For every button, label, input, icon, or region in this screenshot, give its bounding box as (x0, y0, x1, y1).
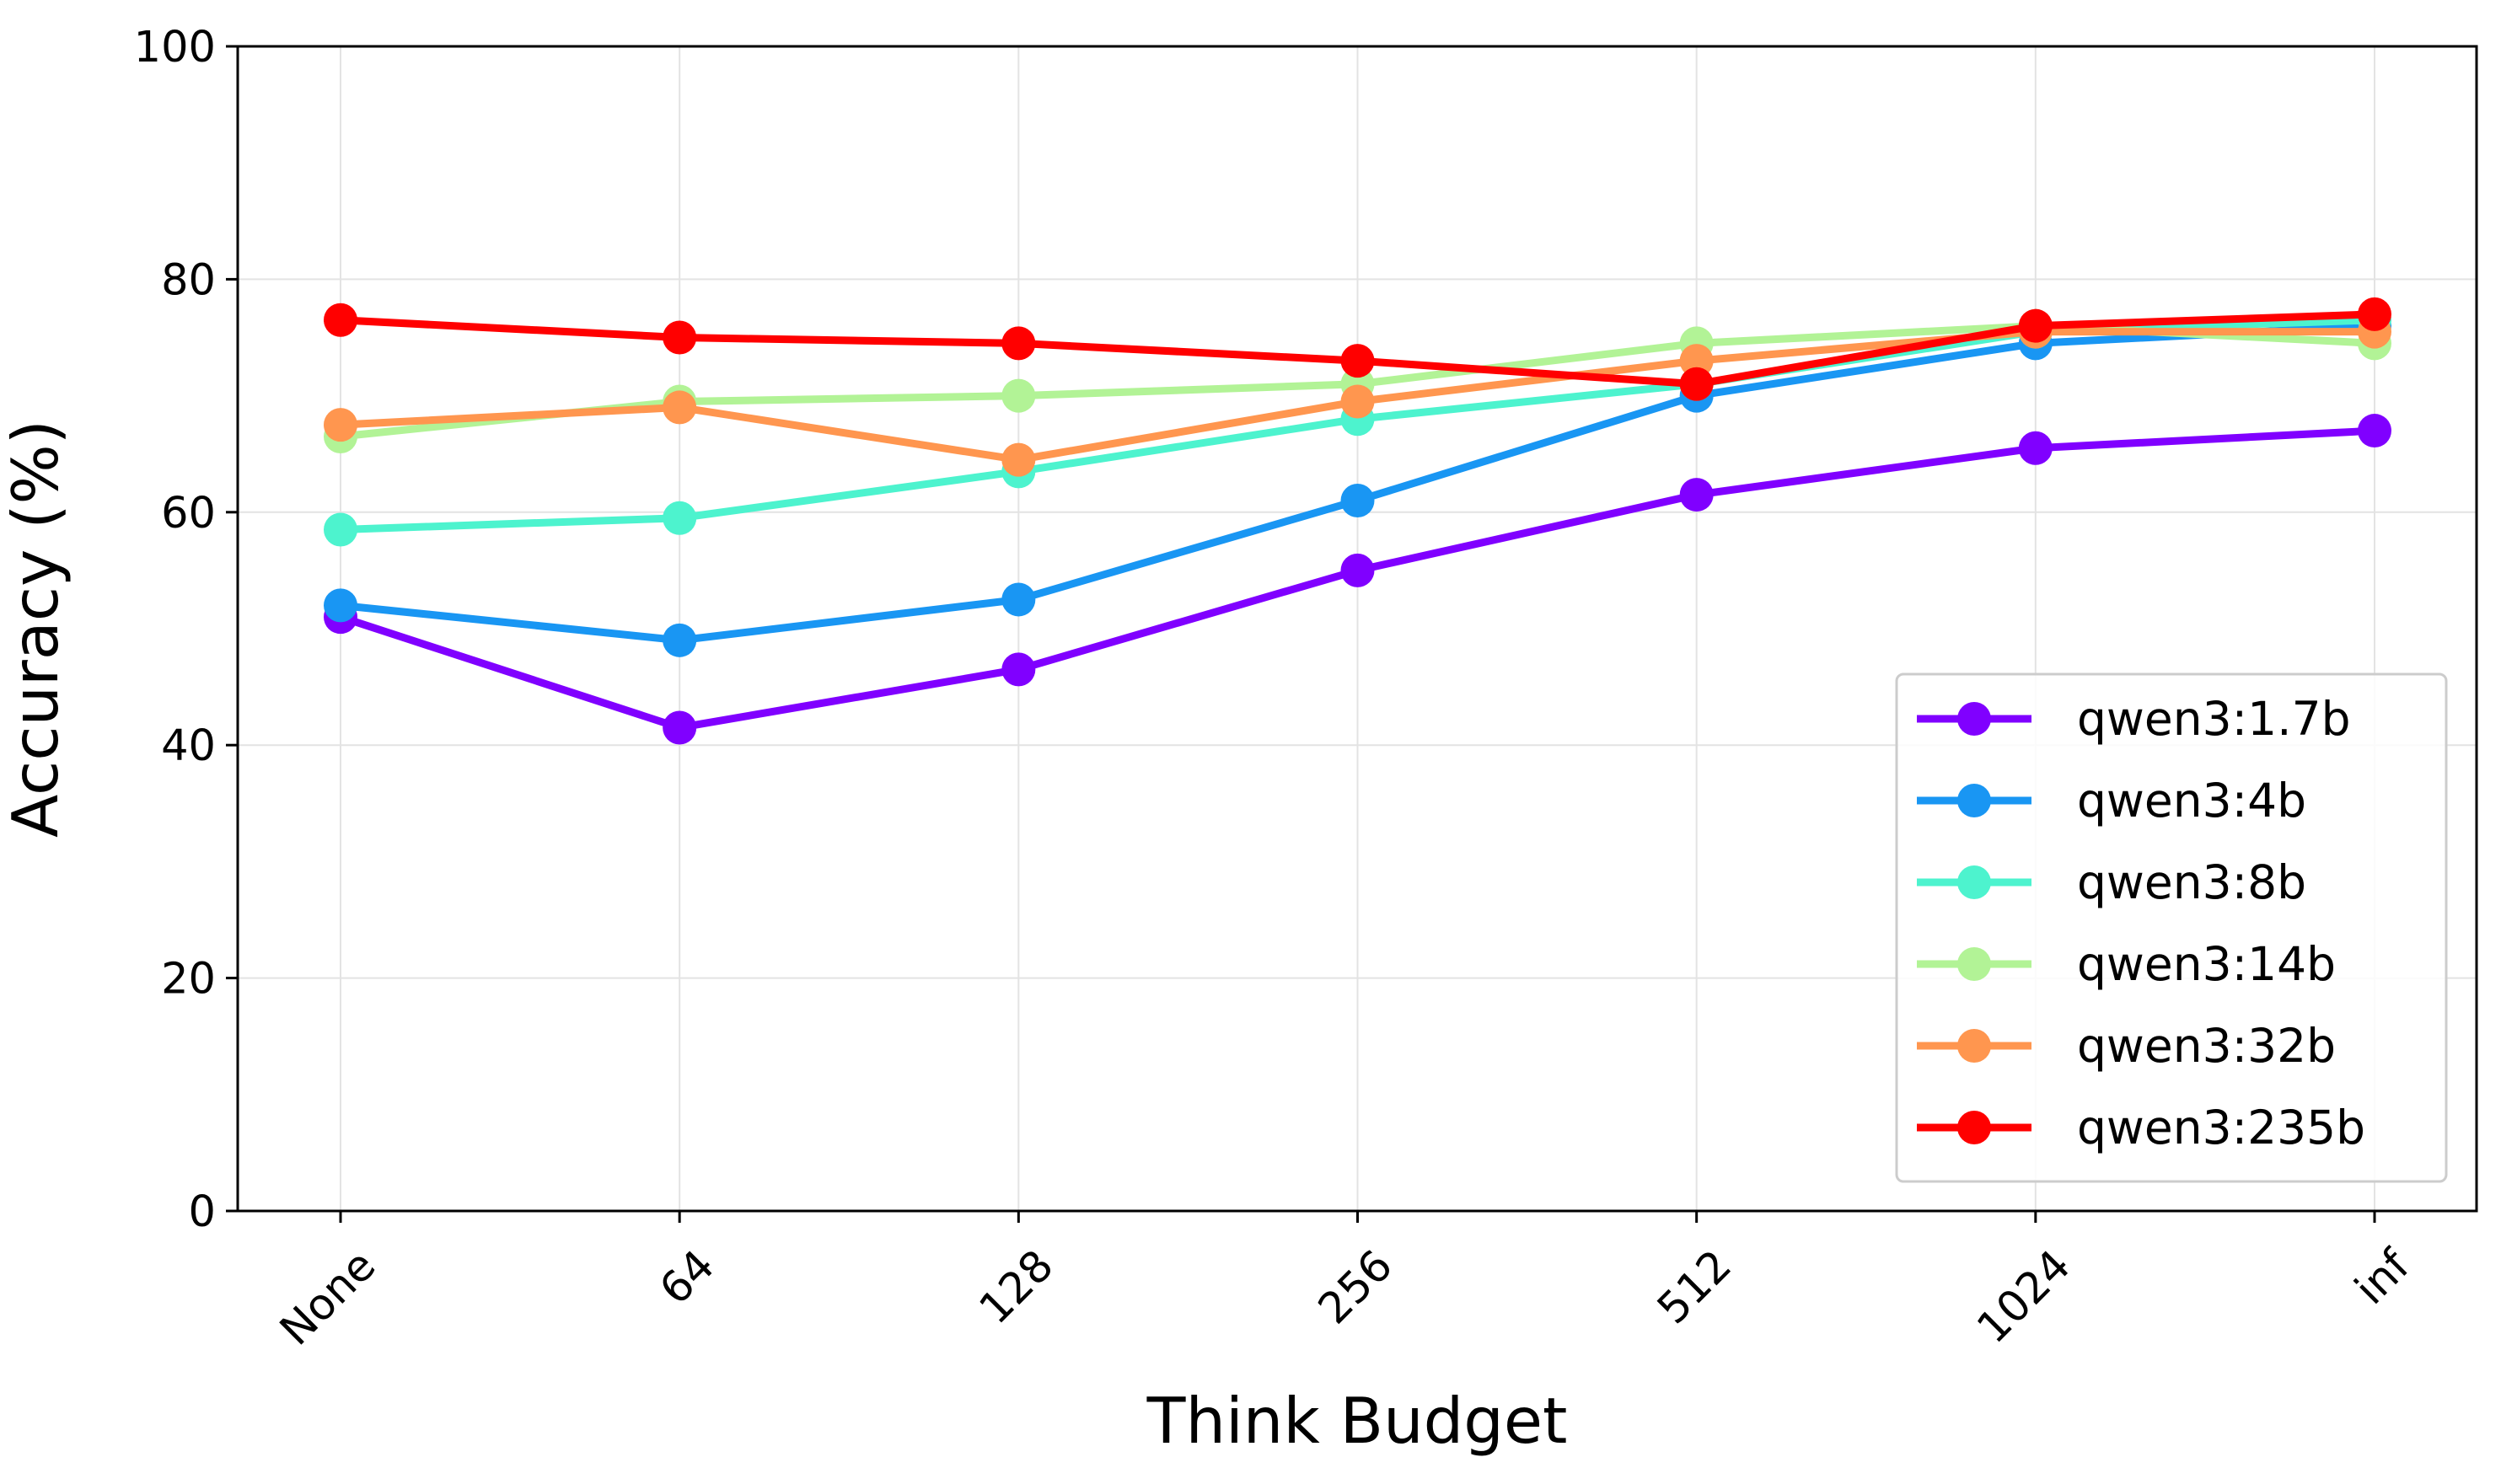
data-point (1001, 652, 1036, 687)
legend-item: qwen3:14b (1917, 937, 2336, 991)
legend-item: qwen3:8b (1917, 855, 2306, 909)
x-tick-label: 128 (970, 1240, 1064, 1334)
data-point (1679, 367, 1714, 401)
plot-frame (236, 45, 2478, 1213)
legend-label: qwen3:235b (2077, 1101, 2365, 1155)
x-axis-title: Think Budget (1146, 1384, 1568, 1458)
legend-label: qwen3:32b (2077, 1019, 2336, 1073)
x-tick-label: None (271, 1240, 385, 1355)
data-point (2018, 431, 2053, 465)
legend-marker (1957, 784, 1991, 817)
data-point (1340, 483, 1375, 517)
x-axis-ticks: None 64 128 256 512 1024 inf (271, 1211, 2420, 1355)
legend-marker (1957, 702, 1991, 736)
data-point (324, 408, 357, 442)
legend-label: qwen3:4b (2077, 774, 2306, 828)
legend-item: qwen3:235b (1917, 1101, 2365, 1155)
data-point (1001, 326, 1036, 361)
data-point (324, 303, 357, 337)
y-axis-title: Accuracy (%) (0, 420, 72, 838)
x-tick-label: 512 (1648, 1240, 1742, 1334)
data-point (324, 588, 357, 623)
legend-marker (1957, 865, 1991, 899)
data-point (1001, 442, 1036, 477)
y-tick-label: 100 (134, 23, 216, 72)
y-tick-label: 80 (161, 255, 216, 305)
data-point (2358, 414, 2391, 448)
data-point (1679, 478, 1714, 512)
legend-marker (1957, 1111, 1991, 1144)
data-point (663, 623, 697, 657)
data-point (1001, 378, 1036, 413)
data-point (663, 320, 697, 355)
data-point (1679, 344, 1714, 378)
data-point (1001, 582, 1036, 617)
x-tick-label: inf (2346, 1240, 2420, 1315)
data-point (663, 710, 697, 745)
legend-item: qwen3:4b (1917, 774, 2306, 828)
legend-label: qwen3:8b (2077, 855, 2306, 909)
data-point (663, 501, 697, 535)
legend-marker (1957, 947, 1991, 981)
x-tick-label: 256 (1309, 1240, 1403, 1334)
legend-item: qwen3:1.7b (1917, 692, 2351, 746)
legend-label: qwen3:14b (2077, 937, 2336, 991)
data-point (1340, 553, 1375, 587)
series-qwen3-235b (324, 297, 2391, 401)
legend-item: qwen3:32b (1917, 1019, 2336, 1073)
y-tick-label: 60 (161, 489, 216, 538)
y-axis-ticks: 0 20 40 60 80 100 (134, 23, 238, 1237)
data-point (1340, 384, 1375, 419)
y-tick-label: 0 (189, 1187, 216, 1237)
y-tick-label: 40 (161, 721, 216, 771)
data-point (1340, 344, 1375, 378)
x-tick-label: 64 (651, 1240, 725, 1315)
data-point (324, 512, 357, 547)
legend-frame (1895, 672, 2448, 1183)
legend: qwen3:1.7b qwen3:4b qwen3:8b qwen3:14b qwen3… (1895, 672, 2448, 1183)
legend-marker (1957, 1029, 1991, 1063)
x-tick-label: 1024 (1968, 1240, 2080, 1353)
series-qwen3-1-7b (324, 414, 2391, 745)
legend-label: qwen3:1.7b (2077, 692, 2351, 746)
data-point (2018, 308, 2053, 343)
data-point (2358, 297, 2391, 331)
series-group (324, 297, 2391, 745)
data-point (663, 390, 697, 425)
y-tick-label: 20 (161, 955, 216, 1005)
